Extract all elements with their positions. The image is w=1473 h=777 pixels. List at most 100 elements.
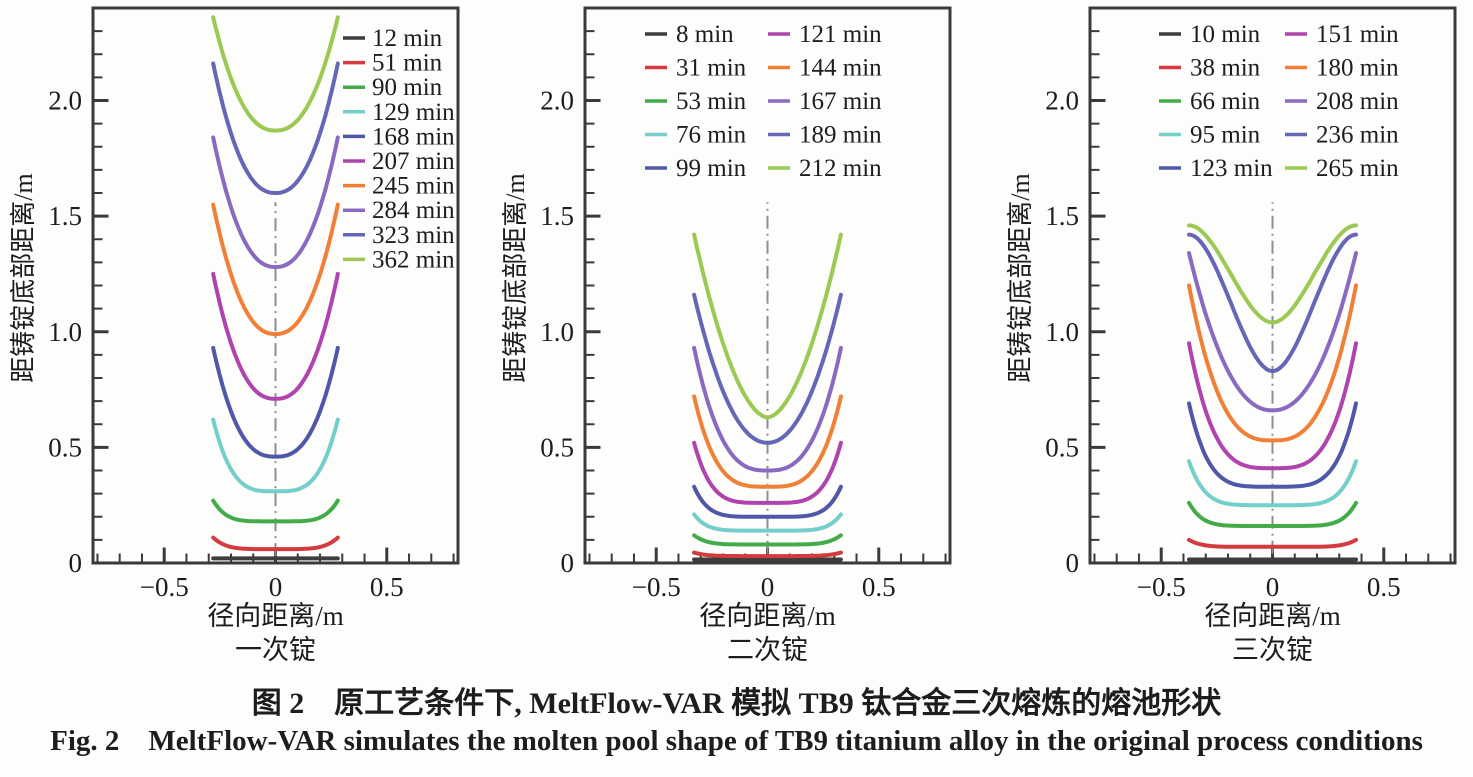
caption-zh: 图 2 原工艺条件下, MeltFlow-VAR 模拟 TB9 钛合金三次熔炼的…	[251, 687, 1222, 720]
y-tick-label: 0.5	[48, 432, 82, 462]
x-tick-label: −0.5	[632, 572, 681, 600]
y-axis-title: 距铸锭底部距离/m	[9, 173, 38, 383]
curve-168-min	[211, 345, 340, 459]
y-tick-label: 0.5	[540, 432, 574, 462]
curve-212-min	[692, 232, 843, 420]
curve-362-min	[211, 15, 340, 133]
legend-item-label: 38 min	[1190, 55, 1261, 82]
y-tick-label: 1.0	[540, 317, 574, 347]
curve-31-min	[692, 550, 843, 559]
x-axis-title: 径向距离/m	[1204, 601, 1341, 631]
legend-item-label: 189 min	[799, 122, 882, 149]
y-tick-label: 2.0	[540, 86, 574, 116]
legend-item-label: 207 min	[372, 148, 455, 175]
y-tick-label: 2.0	[48, 86, 82, 116]
legend-item-label: 51 min	[372, 50, 443, 77]
legend-item-label: 99 min	[676, 155, 747, 182]
x-tick-label: 0	[269, 572, 283, 600]
legend-item-label: 245 min	[372, 173, 455, 200]
legend-item-label: 129 min	[372, 99, 455, 126]
y-tick-label: 2.0	[1045, 86, 1079, 116]
chart-subtitle-primary-ingot: 一次锭	[235, 635, 316, 665]
curve-284-min	[211, 135, 340, 269]
plot-frame	[583, 6, 952, 565]
curve-323-min	[211, 61, 340, 195]
chart-secondary-ingot: 0 0.5 1.0 1.5 2.0 −0.5 0 0.5 8 min 31 min 53 min 76…	[540, 6, 952, 600]
legend-item-label: 12 min	[372, 25, 443, 52]
y-tick-label: 0	[69, 548, 83, 578]
y-tick-label: 0.5	[1045, 432, 1079, 462]
legend-item-label: 123 min	[1190, 155, 1273, 182]
caption-en: Fig. 2 MeltFlow-VAR simulates the molten…	[50, 725, 1423, 757]
x-axis-title: 径向距离/m	[699, 601, 836, 631]
chart-panel-tertiary-ingot: 0 0.5 1.0 1.5 2.0 −0.5 0 0.5 10 min 38 min 66 min 9…	[1006, 0, 1473, 668]
chart-panel-secondary-ingot: 0 0.5 1.0 1.5 2.0 −0.5 0 0.5 8 min 31 min 53 min 76…	[501, 0, 972, 668]
curve-38-min	[1187, 537, 1358, 549]
legend-item-label: 31 min	[676, 55, 747, 82]
y-tick-label: 1.0	[48, 317, 82, 347]
curve-51-min	[211, 535, 340, 552]
curve-99-min	[692, 484, 843, 519]
curve-245-min	[211, 202, 340, 337]
curve-265-min	[1187, 223, 1358, 325]
legend-item-label: 151 min	[1316, 21, 1399, 48]
curve-76-min	[692, 512, 843, 533]
curve-208-min	[1187, 251, 1358, 413]
curve-53-min	[692, 533, 843, 547]
chart-subtitle-tertiary-ingot: 三次锭	[1232, 635, 1313, 665]
x-axis-title: 径向距离/m	[207, 601, 344, 631]
chart-subtitle-secondary-ingot: 二次锭	[727, 635, 808, 665]
curve-207-min	[211, 271, 340, 401]
curve-151-min	[1187, 341, 1358, 471]
curve-144-min	[692, 394, 843, 489]
y-tick-label: 1.5	[540, 201, 574, 231]
x-tick-label: −0.5	[1137, 572, 1186, 600]
legend-item-label: 76 min	[676, 122, 747, 149]
y-tick-label: 1.0	[1045, 317, 1079, 347]
curve-90-min	[211, 498, 340, 524]
plot-frame	[1088, 6, 1457, 565]
curve-189-min	[692, 292, 843, 445]
y-tick-label: 0	[1066, 548, 1080, 578]
legend-item-label: 265 min	[1316, 155, 1399, 182]
legend-item-label: 208 min	[1316, 88, 1399, 115]
legend-item-label: 323 min	[372, 222, 455, 249]
chart-tertiary-ingot: 0 0.5 1.0 1.5 2.0 −0.5 0 0.5 10 min 38 min 66 min 9…	[1045, 6, 1457, 600]
y-axis-title: 距铸锭底部距离/m	[1006, 173, 1035, 383]
y-tick-label: 1.5	[1045, 201, 1079, 231]
legend-item-label: 236 min	[1316, 122, 1399, 149]
x-tick-label: 0	[761, 572, 775, 600]
curve-180-min	[1187, 283, 1358, 443]
legend-item-label: 362 min	[372, 246, 455, 273]
x-tick-label: 0	[1266, 572, 1280, 600]
legend-item-label: 121 min	[799, 21, 882, 48]
legend-item-label: 180 min	[1316, 55, 1399, 82]
legend-item-label: 168 min	[372, 123, 455, 150]
curve-121-min	[692, 440, 843, 505]
legend-item-label: 167 min	[799, 88, 882, 115]
legend-item-label: 66 min	[1190, 88, 1261, 115]
legend-item-label: 53 min	[676, 88, 747, 115]
figure-caption: 图 2 原工艺条件下, MeltFlow-VAR 模拟 TB9 钛合金三次熔炼的…	[0, 686, 1473, 760]
plot-frame	[91, 6, 460, 565]
legend-item-label: 10 min	[1190, 21, 1261, 48]
legend-item-label: 90 min	[372, 74, 443, 101]
legend-item-label: 8 min	[676, 21, 734, 48]
x-tick-label: 0.5	[1367, 572, 1401, 600]
y-axis-title: 距铸锭底部距离/m	[501, 173, 530, 383]
curve-129-min	[211, 417, 340, 494]
x-tick-label: 0.5	[862, 572, 896, 600]
y-tick-label: 1.5	[48, 201, 82, 231]
curve-66-min	[1187, 500, 1358, 528]
legend-item-label: 284 min	[372, 197, 455, 224]
legend-item-label: 212 min	[799, 155, 882, 182]
curve-236-min	[1187, 232, 1358, 374]
legend-item-label: 144 min	[799, 55, 882, 82]
curve-95-min	[1187, 459, 1358, 508]
y-tick-label: 0	[561, 548, 575, 578]
x-tick-label: −0.5	[140, 572, 189, 600]
curve-167-min	[692, 345, 843, 473]
legend-item-label: 95 min	[1190, 122, 1261, 149]
